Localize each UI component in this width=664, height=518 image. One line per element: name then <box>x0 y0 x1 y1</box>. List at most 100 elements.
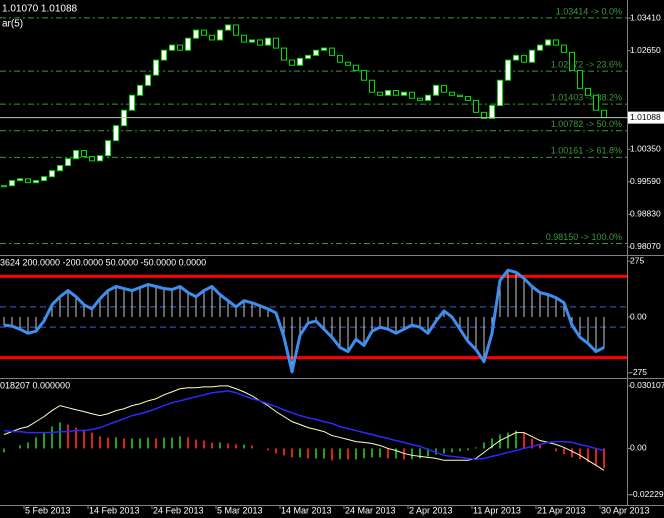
current-price-box <box>628 111 664 124</box>
candle <box>505 59 511 81</box>
candle <box>513 54 519 61</box>
candle <box>89 156 95 162</box>
candle <box>233 24 239 36</box>
candle <box>145 74 151 86</box>
fib-label: 1.00782 -> 50.0% <box>551 119 622 129</box>
candle <box>217 29 223 41</box>
candle <box>97 155 103 162</box>
candle <box>369 79 375 93</box>
candle <box>313 49 319 56</box>
candle <box>265 37 271 46</box>
candle <box>193 29 199 39</box>
x-tick-label: 5 Feb 2013 <box>25 505 71 515</box>
y-tick-label: 1.00350 <box>630 144 661 154</box>
y-tick-label: 0.030107 <box>630 380 664 390</box>
y-tick-label: 1.02650 <box>630 45 661 55</box>
candle <box>9 180 15 187</box>
y-tick-label: 0.98070 <box>630 241 661 251</box>
candle <box>209 34 215 41</box>
macd-line <box>3 390 605 461</box>
candle <box>161 49 167 61</box>
candle <box>361 69 367 81</box>
candle <box>321 47 327 51</box>
candle <box>241 34 247 43</box>
fib-label: 1.03414 -> 0.0% <box>556 6 622 16</box>
candle <box>137 84 143 96</box>
candle <box>497 79 503 107</box>
candle <box>353 64 359 71</box>
candle <box>129 94 135 111</box>
candle <box>561 44 567 53</box>
candle <box>409 91 415 99</box>
candle <box>81 150 87 158</box>
x-tick-label: 14 Mar 2013 <box>281 505 332 515</box>
candle <box>433 84 439 96</box>
candle <box>465 96 471 101</box>
current-price-label: 1.01088 <box>630 112 661 122</box>
candle <box>337 54 343 63</box>
x-tick-label: 5 Mar 2013 <box>217 505 263 515</box>
x-tick-label: 11 Apr 2013 <box>473 505 521 515</box>
candle <box>481 111 487 119</box>
x-tick-label: 24 Feb 2013 <box>153 505 204 515</box>
candle <box>393 90 399 96</box>
candle <box>113 125 119 142</box>
x-tick-label: 24 Mar 2013 <box>345 505 396 515</box>
y-tick-label: 275 <box>630 255 644 265</box>
candle <box>281 47 287 61</box>
indicator-subtitle: ar(5) <box>2 19 23 30</box>
candle <box>185 37 191 51</box>
candle <box>577 69 583 89</box>
fib-label: 1.00161 -> 61.8% <box>551 146 622 156</box>
candle <box>33 180 39 184</box>
candle <box>569 51 575 71</box>
candle <box>305 54 311 59</box>
indicator-title: 018207 0.000000 <box>0 380 70 390</box>
y-tick-label: 0.99590 <box>630 176 661 186</box>
candle <box>441 84 447 93</box>
candle <box>297 57 303 66</box>
candle <box>417 97 423 101</box>
candle <box>57 165 63 172</box>
candle <box>41 176 47 182</box>
candle <box>49 170 55 178</box>
candle <box>289 59 295 66</box>
candle <box>345 61 351 66</box>
candle <box>593 94 599 111</box>
x-tick-label: 30 Apr 2013 <box>601 505 650 515</box>
y-tick-label: 0.98830 <box>630 209 661 219</box>
y-tick-label: -0.02229 <box>630 489 664 499</box>
fib-label: 0.98150 -> 100.0% <box>546 232 622 242</box>
candle <box>425 94 431 101</box>
candle <box>17 178 23 182</box>
y-tick-label: 0.00 <box>630 311 647 321</box>
indicator-title: 1.01070 1.01088 <box>2 4 78 15</box>
candle <box>457 94 463 98</box>
x-tick-label: 21 Apr 2013 <box>537 505 586 515</box>
x-tick-label: 2 Apr 2013 <box>409 505 453 515</box>
y-tick-label: 0.00 <box>630 443 647 453</box>
candle <box>529 49 535 63</box>
candle <box>249 39 255 43</box>
candle <box>553 39 559 46</box>
y-tick-label: 1.03410 <box>630 12 661 22</box>
candle <box>25 178 31 184</box>
candle <box>545 39 551 46</box>
candle <box>329 47 335 56</box>
x-tick-label: 14 Feb 2013 <box>89 505 140 515</box>
fib-label: 1.01403 -> 38.2% <box>551 92 622 102</box>
candle <box>1 185 7 188</box>
candle <box>105 140 111 157</box>
candle <box>601 109 607 119</box>
candle <box>473 99 479 113</box>
candle <box>225 24 231 31</box>
candle <box>73 150 79 160</box>
macd-line <box>3 385 605 471</box>
candle <box>401 91 407 96</box>
candle <box>273 37 279 49</box>
candle <box>377 91 383 96</box>
cci-line <box>3 268 605 374</box>
candle <box>537 44 543 51</box>
candle <box>201 29 207 36</box>
